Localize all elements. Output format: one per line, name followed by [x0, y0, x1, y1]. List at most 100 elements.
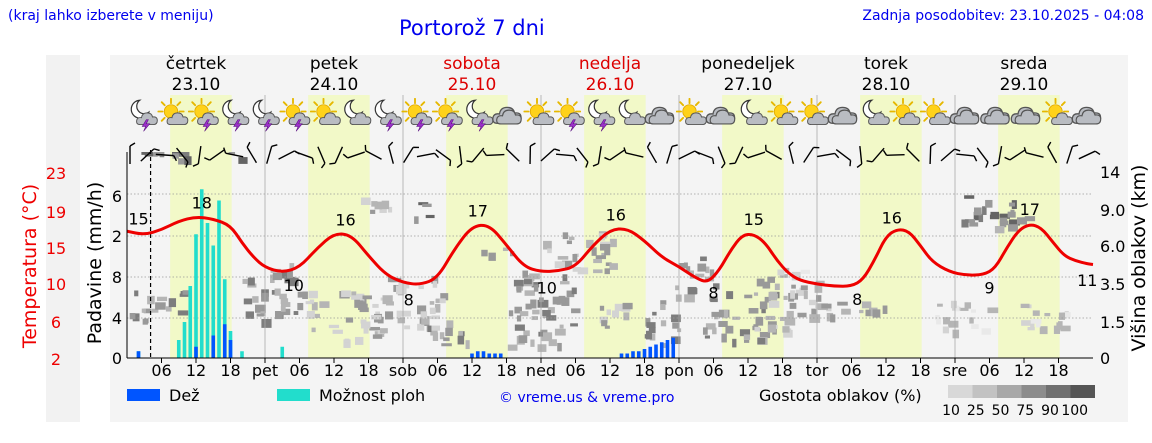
wind-barb [717, 146, 726, 169]
x-tick-label: pon [664, 361, 694, 380]
cloud-height-tick-label: 14 [1100, 163, 1120, 182]
x-tick-label: 12 [600, 361, 620, 380]
rain-bar [222, 324, 227, 358]
last-update: Zadnja posodobitev: 23.10.2025 - 04:08 [862, 8, 1144, 24]
temperature-value-label: 17 [468, 202, 488, 221]
rain-bar [642, 349, 647, 358]
sun-storm-icon [554, 98, 585, 132]
wind-barb [295, 151, 315, 164]
sun-storm-icon [401, 98, 433, 132]
cloud-scale-swatch [1070, 385, 1095, 398]
day-name: četrtek [166, 54, 227, 74]
wind-barb [555, 153, 578, 162]
wind-barb [466, 147, 485, 163]
temperature-tick-label: 10 [46, 275, 66, 294]
shower-bar [205, 223, 210, 358]
shower-bar [182, 322, 187, 358]
x-tick-label: 12 [738, 361, 758, 380]
temperature-tick-label: 6 [51, 313, 61, 332]
temperature-value-label: 18 [192, 193, 212, 212]
wind-barb [456, 145, 463, 169]
cloud-scale-label: 90 [1041, 403, 1059, 419]
x-tick-label: pet [252, 361, 278, 380]
rain-bar [665, 340, 670, 358]
x-tick-label: 06 [151, 361, 171, 380]
x-tick-label: 06 [289, 361, 309, 380]
temperature-value-label: 11 [1077, 271, 1097, 290]
cloud-scale-swatch [1021, 385, 1046, 398]
wind-barb [1047, 141, 1058, 164]
wind-barb [623, 147, 644, 158]
x-tick-label: sob [389, 361, 417, 380]
wind-barb [505, 142, 520, 162]
legend-showers-label: Možnost ploh [319, 386, 425, 405]
x-tick-label: 06 [565, 361, 585, 380]
precip-tick-label: 0 [112, 349, 122, 368]
x-tick-label: 18 [772, 361, 792, 380]
shower-bar [199, 189, 204, 358]
sun-cloud-icon [920, 98, 951, 126]
wind-barb [342, 151, 365, 159]
wind-barb [882, 150, 905, 157]
wind-barbs [129, 141, 1101, 169]
legend-rain-label: Dež [169, 386, 200, 405]
top-hint: (kraj lahko izberete v meniju) [8, 8, 214, 24]
wind-barb [604, 149, 626, 161]
rain-bar [659, 342, 664, 358]
rain-bar [648, 346, 653, 358]
x-tick-label: ned [526, 361, 556, 380]
temperature-value-label: 16 [335, 210, 355, 229]
cloud-scale-label: 75 [1016, 403, 1034, 419]
wind-barb [646, 141, 658, 164]
wind-barb [175, 147, 189, 168]
precip-tick-label: 4 [112, 309, 122, 328]
daylight-band [722, 95, 784, 358]
cloud-height-tick-label: 0 [1100, 349, 1110, 368]
temperature-value-label: 15 [744, 210, 764, 229]
temperature-value-label: 15 [128, 210, 148, 229]
shower-bar [176, 340, 181, 358]
temperature-value-label: 10 [284, 276, 304, 295]
rain-bar [498, 353, 503, 358]
shower-bar [222, 279, 227, 358]
x-tick-label: 12 [462, 361, 482, 380]
day-date: 27.10 [724, 75, 773, 95]
wind-barb [835, 149, 852, 167]
cloud-icon [644, 106, 675, 125]
wind-barb [695, 151, 715, 165]
x-tick-label: sre [943, 361, 967, 380]
wind-barb [204, 149, 225, 161]
daylight-band [584, 95, 646, 358]
rain-bar [625, 353, 630, 358]
day-date: 25.10 [448, 75, 497, 95]
temperature-value-label: 8 [852, 290, 862, 309]
moon-storm-icon [374, 99, 402, 132]
wind-barb [246, 141, 258, 164]
day-date: 28.10 [862, 75, 911, 95]
wind-barb [866, 147, 885, 163]
precipitation-bars [136, 189, 676, 358]
wind-barb [803, 146, 820, 163]
precip-tick-label: 6 [112, 187, 122, 206]
shower-bar [194, 234, 198, 358]
temperature-axis-title: Temperatura (°C) [19, 184, 41, 349]
wind-barb [940, 148, 961, 162]
wind-barb [956, 153, 978, 162]
wind-barb [765, 144, 783, 160]
page-title: Portorož 7 dni [399, 16, 545, 40]
day-date: 26.10 [586, 75, 635, 95]
cloud-icon [827, 106, 858, 125]
cloud-height-tick-label: 1.5 [1100, 313, 1125, 332]
day-name: torek [864, 54, 908, 74]
sun-cloud-icon [523, 98, 555, 126]
temperature-tick-label: 15 [46, 239, 66, 258]
x-tick-label: 18 [220, 361, 240, 380]
cloud-scale-swatch [997, 385, 1022, 398]
x-tick-label: 12 [1014, 361, 1034, 380]
x-tick-label: 18 [496, 361, 516, 380]
wind-barb [856, 145, 863, 169]
day-date: 23.10 [172, 75, 221, 95]
wind-barb [540, 148, 561, 162]
